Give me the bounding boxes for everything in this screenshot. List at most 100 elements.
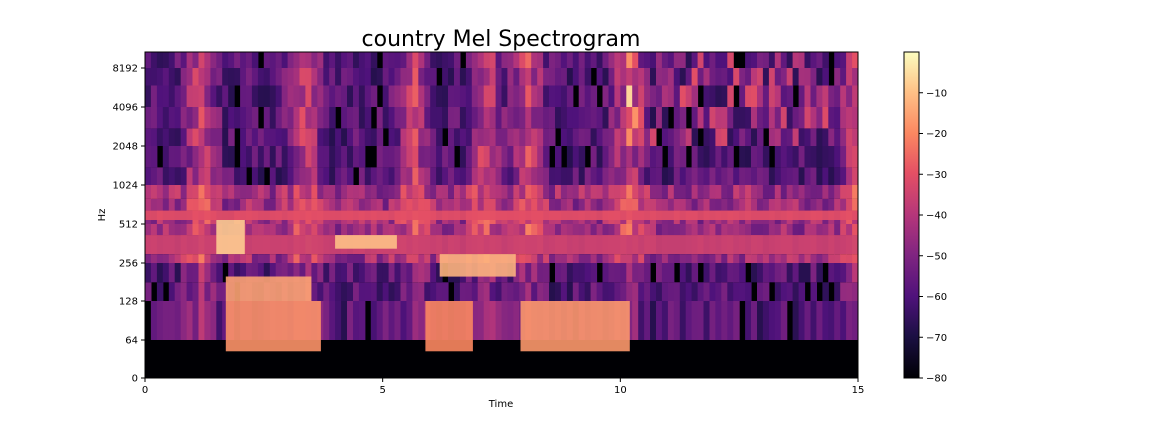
spectrogram-cell (269, 85, 277, 107)
spectrogram-cell (376, 185, 384, 199)
spectrogram-cell (703, 254, 710, 263)
spectrogram-cell (483, 282, 491, 301)
spectrogram-cell (840, 185, 847, 199)
spectrogram-cell (786, 224, 794, 236)
spectrogram-cell (537, 128, 544, 146)
spectrogram-cell (762, 146, 770, 168)
spectrogram-cell (792, 68, 800, 86)
spectrogram-cell (459, 224, 467, 236)
spectrogram-cell (774, 301, 782, 340)
spectrogram-cell (846, 301, 853, 340)
spectrogram-cell (489, 301, 497, 340)
spectrogram-cell (406, 107, 413, 129)
spectrogram-cell (257, 85, 265, 107)
spectrogram-cell (644, 146, 651, 168)
spectrogram-cell (525, 185, 532, 199)
spectrogram-cell (400, 301, 407, 340)
spectrogram-cell (626, 107, 633, 129)
spectrogram-cell (632, 85, 639, 107)
spectrogram-cell (525, 107, 532, 129)
spectrogram-cell (691, 68, 699, 86)
spectrogram-cell (168, 85, 176, 107)
spectrogram-cell (703, 301, 710, 340)
spectrogram-cell (620, 85, 627, 107)
spectrogram-cell (626, 263, 633, 283)
spectrogram-cell (602, 128, 609, 146)
spectrogram-cell (489, 146, 497, 168)
spectrogram-cell (757, 128, 764, 146)
spectrogram-cell (174, 282, 182, 301)
spectrogram-cell (679, 68, 687, 86)
spectrogram-cell (555, 68, 562, 86)
spectrogram-cell (679, 185, 687, 199)
spectrogram-cell (228, 107, 235, 129)
spectrogram-cell (448, 185, 455, 199)
spectrogram-cell (210, 254, 217, 263)
spectrogram-cell (240, 263, 247, 283)
spectrogram-cell (745, 254, 752, 263)
spectrogram-cell (216, 254, 223, 263)
spectrogram-cell (228, 198, 235, 211)
spectrogram-cell (216, 282, 223, 301)
spectrogram-cell (703, 167, 710, 185)
spectrogram-cell (537, 68, 544, 86)
spectrogram-cell (459, 282, 467, 301)
spectrogram-cell (816, 68, 823, 86)
spectrogram-cell (370, 68, 378, 86)
spectrogram-cell (210, 128, 217, 146)
spectrogram-cell (614, 167, 621, 185)
spectrogram-cell (329, 167, 336, 185)
spectrogram-cell (620, 128, 627, 146)
spectrogram-cell (436, 282, 443, 301)
spectrogram-cell (661, 254, 669, 263)
spectrogram-cell (715, 282, 722, 301)
spectrogram-cell (358, 52, 366, 68)
spectrogram-cell (828, 198, 835, 211)
spectrogram-cell (739, 185, 746, 199)
spectrogram-cell (507, 107, 514, 129)
spectrogram-cell (341, 224, 348, 236)
spectrogram-cell (578, 167, 586, 185)
spectrogram-cell (620, 224, 627, 236)
spectrogram-cell (353, 224, 360, 236)
spectrogram-cell (388, 85, 396, 107)
spectrogram-cell (679, 85, 687, 107)
spectrogram-cell (543, 107, 550, 129)
spectrogram-cell (513, 185, 520, 199)
spectrogram-cell (650, 52, 657, 68)
spectrogram-cell (703, 198, 710, 211)
spectrogram-cell (353, 282, 360, 301)
spectrogram-cell (673, 146, 681, 168)
spectrogram-cell (507, 146, 514, 168)
spectrogram-cell (590, 198, 598, 211)
spectrogram-cell (246, 224, 253, 236)
spectrogram-cell (560, 198, 568, 211)
spectrogram-cell (418, 224, 425, 236)
spectrogram-cell (751, 107, 758, 129)
spectrogram-cell (804, 107, 811, 129)
spectrogram-cell (572, 146, 580, 168)
spectrogram-cell (584, 167, 592, 185)
spectrogram-cell (198, 224, 205, 236)
spectrogram-cell (471, 167, 479, 185)
spectrogram-cell (549, 198, 556, 211)
spectrogram-cell (822, 282, 829, 301)
spectrogram-cell (382, 224, 390, 236)
spectrogram-cell (400, 128, 407, 146)
spectrogram-cell (174, 146, 182, 168)
spectrogram-cell (400, 263, 407, 283)
spectrogram-cell (341, 254, 348, 263)
spectrogram-cell (780, 198, 788, 211)
spectrogram-cell (852, 68, 858, 86)
spectrogram-cell (745, 68, 752, 86)
spectrogram-cell (834, 128, 841, 146)
spectrogram-cell (757, 301, 764, 340)
spectrogram-cell (145, 282, 152, 301)
spectrogram-cell (156, 107, 164, 129)
spectrogram-cell (762, 198, 770, 211)
spectrogram-cell (293, 263, 300, 283)
spectrogram-cell (263, 68, 271, 86)
spectrogram-cell (757, 185, 764, 199)
spectrogram-cell (150, 68, 158, 86)
spectrogram-cell (204, 254, 211, 263)
